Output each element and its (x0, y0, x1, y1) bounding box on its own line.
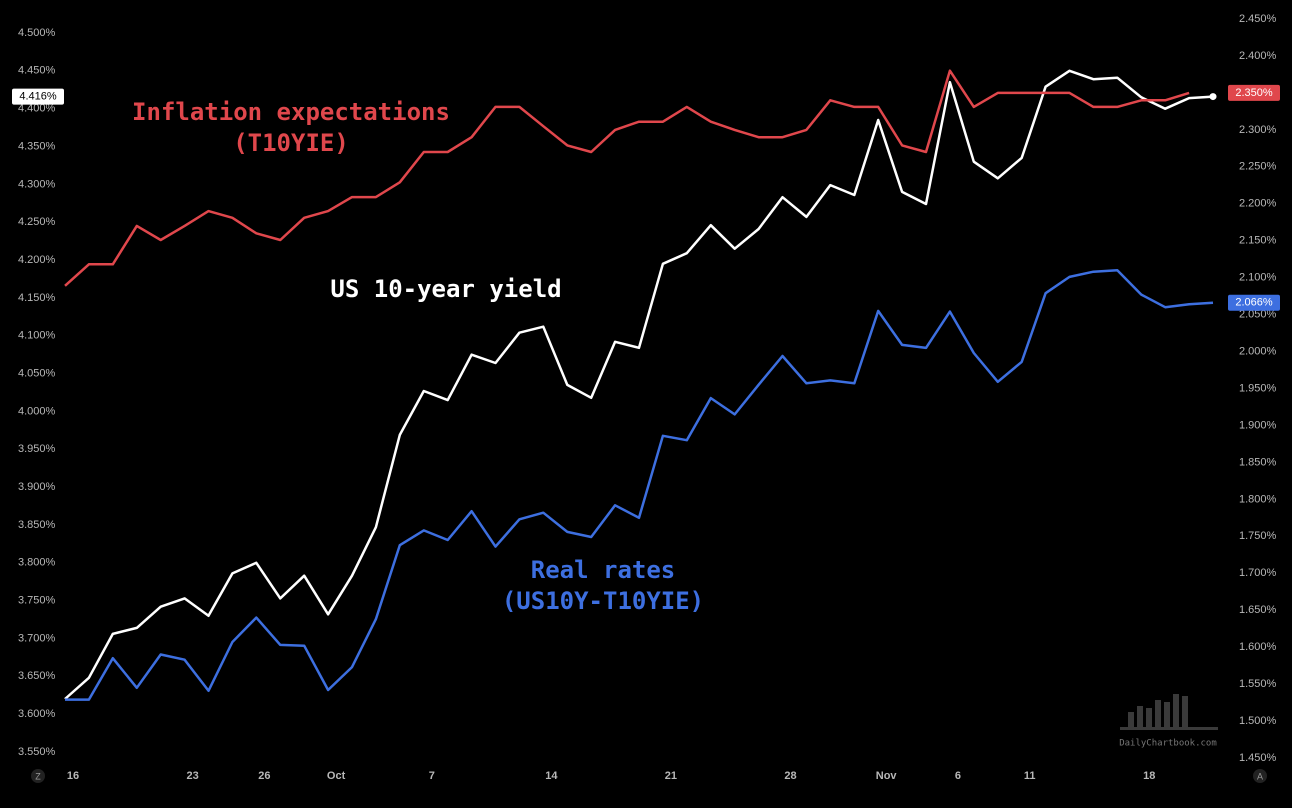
y-tick-label: 4.100% (18, 330, 56, 342)
y2-tick-label: 1.700% (1239, 567, 1277, 579)
y2-tick-label: 1.850% (1239, 456, 1277, 468)
y2-tick-label: 1.450% (1239, 752, 1277, 764)
y-tick-label: 4.300% (18, 178, 56, 190)
x-tick-label: 16 (67, 770, 79, 782)
y-tick-label: 3.550% (18, 746, 56, 758)
x-tick-label: 21 (665, 770, 677, 782)
watermark: DailyChartbook.com (1119, 739, 1217, 749)
y-tick-label: 3.950% (18, 443, 56, 455)
x-tick-label: 23 (186, 770, 198, 782)
x-tick-label: 7 (429, 770, 435, 782)
line (64, 69, 1214, 700)
corner-button (1253, 769, 1267, 783)
value-tag-bg (1228, 84, 1280, 101)
annotation: (US10Y-T10YIE) (502, 587, 704, 615)
y2-tick-label: 1.750% (1239, 530, 1277, 542)
y-tick-label: 4.350% (18, 140, 56, 152)
y-tick-label: 4.500% (18, 27, 56, 39)
x-tick-label: 26 (258, 770, 270, 782)
y2-tick-label: 1.600% (1239, 641, 1277, 653)
y-tick-label: 4.250% (18, 216, 56, 228)
watermark-logo (1120, 694, 1218, 730)
y-tick-label: 3.700% (18, 632, 56, 644)
annotation: US 10-year yield (330, 275, 561, 303)
y-tick-label: 3.850% (18, 519, 56, 531)
y-tick-label: 3.800% (18, 557, 56, 569)
x-tick-label: Oct (327, 770, 346, 782)
y2-tick-label: 1.900% (1239, 419, 1277, 431)
y-tick-label: 4.400% (18, 103, 56, 115)
end-dot (1209, 93, 1217, 101)
y2-tick-label: 2.400% (1239, 50, 1277, 62)
x-tick-label: 14 (545, 770, 558, 782)
corner-label: Z (35, 771, 41, 781)
y2-tick-label: 1.950% (1239, 382, 1277, 394)
y2-tick-label: 1.500% (1239, 715, 1277, 727)
line (64, 69, 1190, 287)
y2-tick-label: 1.550% (1239, 678, 1277, 690)
y-tick-label: 3.900% (18, 481, 56, 493)
annotation: Inflation expectations (132, 98, 450, 126)
y-tick-label: 4.050% (18, 367, 56, 379)
y-tick-label: 4.450% (18, 65, 56, 77)
x-tick-label: 28 (784, 770, 796, 782)
y2-tick-label: 2.100% (1239, 272, 1277, 284)
x-tick-label: 6 (955, 770, 961, 782)
y2-tick-label: 2.000% (1239, 345, 1277, 357)
annotation: Real rates (531, 556, 676, 584)
x-tick-label: Nov (876, 770, 898, 782)
value-tag-bg (1228, 294, 1280, 311)
y-tick-label: 4.000% (18, 405, 56, 417)
line (65, 269, 1214, 701)
y2-tick-label: 2.150% (1239, 235, 1277, 247)
y2-tick-label: 2.250% (1239, 161, 1277, 173)
y2-tick-label: 1.800% (1239, 493, 1277, 505)
y-tick-label: 3.750% (18, 595, 56, 607)
corner-button (31, 769, 45, 783)
value-tag: 2.066% (1235, 297, 1273, 309)
y-tick-label: 3.650% (18, 670, 56, 682)
x-tick-label: 11 (1024, 770, 1036, 782)
value-tag: 4.416% (19, 90, 57, 102)
value-tag: 2.350% (1235, 87, 1273, 99)
y2-tick-label: 2.300% (1239, 124, 1277, 136)
y2-tick-label: 2.450% (1239, 13, 1277, 25)
y-tick-label: 4.150% (18, 292, 56, 304)
x-tick-label: 18 (1143, 770, 1155, 782)
y-tick-label: 4.200% (18, 254, 56, 266)
y2-tick-label: 2.050% (1239, 309, 1277, 321)
value-tag-bg (12, 88, 64, 105)
annotation: (T10YIE) (233, 129, 349, 157)
y2-tick-label: 1.650% (1239, 604, 1277, 616)
y-tick-label: 3.600% (18, 708, 56, 720)
corner-label: A (1257, 771, 1263, 781)
y2-tick-label: 2.200% (1239, 198, 1277, 210)
